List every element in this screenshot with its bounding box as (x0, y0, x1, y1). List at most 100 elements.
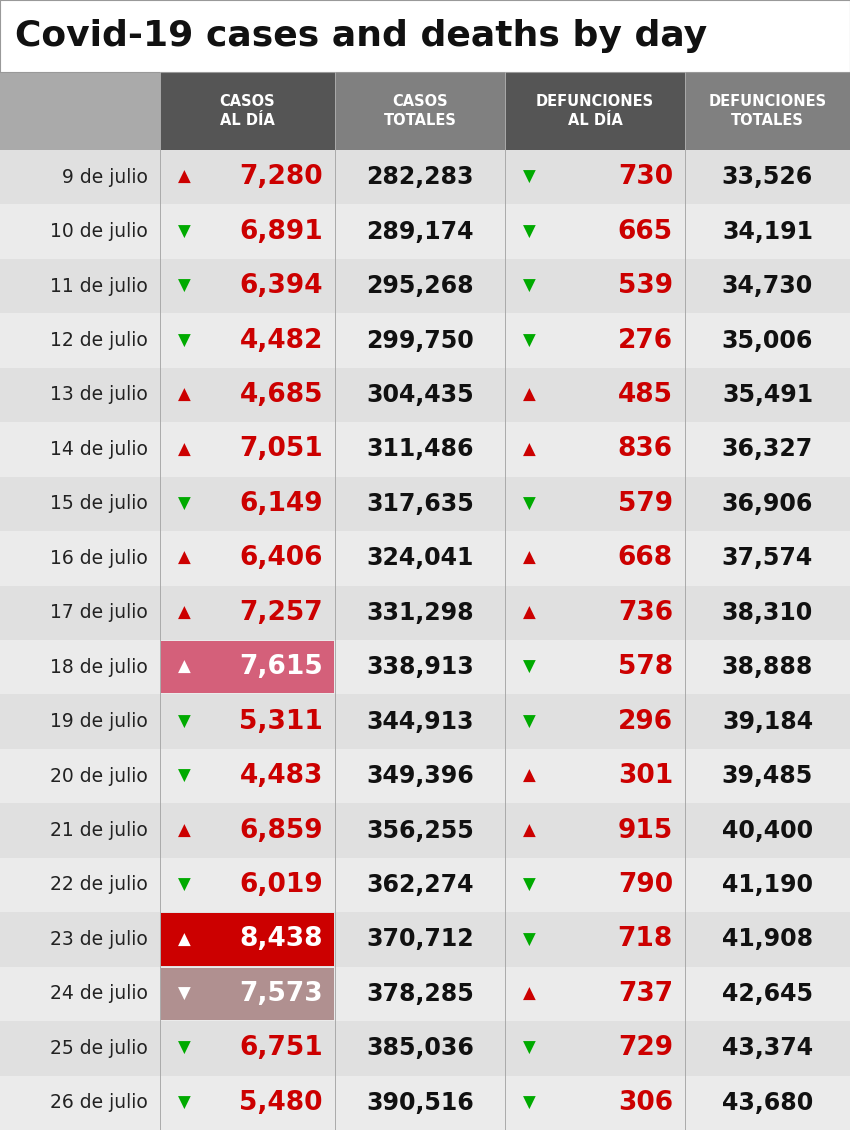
Text: 43,374: 43,374 (722, 1036, 813, 1060)
Text: 25 de julio: 25 de julio (50, 1038, 148, 1058)
Text: 718: 718 (618, 927, 673, 953)
Bar (0, 966, 850, 1022)
Text: ▲: ▲ (523, 549, 536, 567)
Bar (0, 367, 850, 423)
Text: 4,482: 4,482 (240, 328, 323, 354)
Text: 276: 276 (618, 328, 673, 354)
Text: ▼: ▼ (178, 1040, 190, 1058)
Text: 668: 668 (618, 546, 673, 572)
Text: DEFUNCIONES
AL DÍA: DEFUNCIONES AL DÍA (536, 94, 654, 129)
Text: Covid-19 cases and deaths by day: Covid-19 cases and deaths by day (15, 19, 707, 53)
Text: 836: 836 (618, 436, 673, 462)
Text: ▼: ▼ (178, 331, 190, 349)
Bar (0, 0, 850, 72)
Text: 331,298: 331,298 (366, 601, 473, 625)
Text: 730: 730 (618, 164, 673, 190)
Text: DEFUNCIONES
TOTALES: DEFUNCIONES TOTALES (708, 94, 826, 129)
Text: 915: 915 (618, 818, 673, 844)
Bar (0, 531, 850, 585)
Text: 729: 729 (618, 1035, 673, 1061)
Text: 7,615: 7,615 (239, 654, 323, 680)
Text: 37,574: 37,574 (722, 546, 813, 571)
Text: 40,400: 40,400 (722, 818, 813, 843)
Bar (0, 640, 850, 695)
Text: 304,435: 304,435 (366, 383, 473, 407)
Text: ▲: ▲ (523, 985, 536, 1003)
Text: 6,751: 6,751 (239, 1035, 323, 1061)
Text: ▲: ▲ (178, 603, 190, 622)
Text: ▼: ▼ (178, 1094, 190, 1112)
Text: 324,041: 324,041 (366, 546, 473, 571)
Text: 38,310: 38,310 (722, 601, 813, 625)
Bar (0, 585, 850, 640)
Text: ▲: ▲ (523, 603, 536, 622)
Bar (0, 477, 850, 531)
Text: 296: 296 (618, 709, 673, 734)
Bar (0, 1076, 850, 1130)
Text: 4,685: 4,685 (240, 382, 323, 408)
Text: 539: 539 (618, 273, 673, 299)
Text: 41,190: 41,190 (722, 873, 813, 897)
Text: ▲: ▲ (178, 822, 190, 840)
Text: 12 de julio: 12 de julio (50, 331, 148, 350)
Text: 362,274: 362,274 (366, 873, 473, 897)
Text: 5,311: 5,311 (239, 709, 323, 734)
Text: 15 de julio: 15 de julio (50, 495, 148, 513)
Text: 13 de julio: 13 de julio (50, 385, 148, 405)
Bar (161, 913, 334, 966)
Text: 295,268: 295,268 (366, 275, 473, 298)
Text: 34,730: 34,730 (722, 275, 813, 298)
Text: ▼: ▼ (523, 658, 536, 676)
Text: 4,483: 4,483 (240, 763, 323, 789)
Text: 14 de julio: 14 de julio (50, 440, 148, 459)
Text: ▼: ▼ (178, 277, 190, 295)
Text: ▼: ▼ (523, 713, 536, 731)
Text: 11 de julio: 11 de julio (50, 277, 148, 296)
Text: 36,327: 36,327 (722, 437, 813, 461)
Text: 19 de julio: 19 de julio (50, 712, 148, 731)
Text: ▲: ▲ (178, 168, 190, 186)
Text: ▼: ▼ (523, 331, 536, 349)
Text: 790: 790 (618, 872, 673, 898)
Text: 18 de julio: 18 de julio (50, 658, 148, 677)
Bar (161, 641, 334, 694)
Bar (161, 967, 334, 1020)
Text: ▲: ▲ (178, 658, 190, 676)
Bar (0, 695, 850, 749)
Text: 7,280: 7,280 (240, 164, 323, 190)
Text: 20 de julio: 20 de julio (50, 766, 148, 785)
Text: 34,191: 34,191 (722, 219, 813, 244)
Text: 21 de julio: 21 de julio (50, 822, 148, 840)
Text: 7,051: 7,051 (239, 436, 323, 462)
Text: ▲: ▲ (178, 549, 190, 567)
Bar (0, 912, 850, 966)
Bar (0, 150, 850, 205)
Bar (0, 858, 850, 912)
Text: 7,573: 7,573 (240, 981, 323, 1007)
Text: ▼: ▼ (523, 223, 536, 241)
Text: 43,680: 43,680 (722, 1090, 813, 1115)
Bar (0, 205, 850, 259)
Text: 36,906: 36,906 (722, 492, 813, 516)
Text: ▼: ▼ (178, 876, 190, 894)
Text: ▼: ▼ (523, 1094, 536, 1112)
Text: 301: 301 (618, 763, 673, 789)
Bar (0, 749, 850, 803)
Text: 356,255: 356,255 (366, 818, 473, 843)
Text: 22 de julio: 22 de julio (50, 876, 148, 895)
Text: 41,908: 41,908 (722, 928, 813, 951)
Text: 7,257: 7,257 (240, 600, 323, 626)
Text: ▼: ▼ (523, 277, 536, 295)
Text: ▼: ▼ (523, 930, 536, 948)
Text: ▼: ▼ (178, 223, 190, 241)
Text: 344,913: 344,913 (366, 710, 473, 733)
Text: 5,480: 5,480 (240, 1089, 323, 1115)
Bar (0, 1022, 850, 1076)
Text: 299,750: 299,750 (366, 329, 473, 353)
Text: 370,712: 370,712 (366, 928, 473, 951)
Text: 6,149: 6,149 (240, 490, 323, 516)
Text: 317,635: 317,635 (366, 492, 473, 516)
Text: ▼: ▼ (523, 168, 536, 186)
Bar (0, 259, 850, 313)
Text: 6,891: 6,891 (239, 219, 323, 245)
